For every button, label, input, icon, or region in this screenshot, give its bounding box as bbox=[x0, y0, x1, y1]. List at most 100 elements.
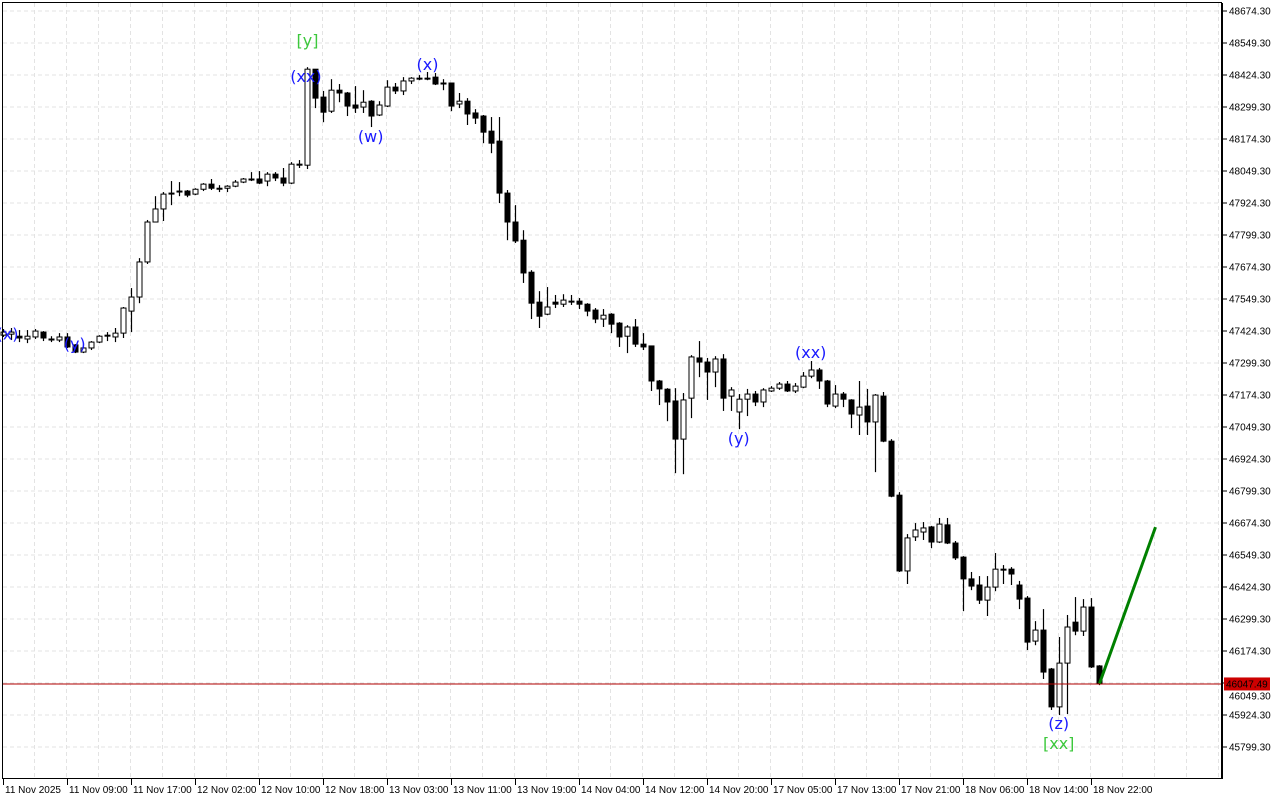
candle bbox=[704, 357, 711, 400]
wave-label: (x) bbox=[0, 324, 18, 343]
candle-body-bear bbox=[848, 399, 855, 415]
price-tick-label: 47174.30 bbox=[1229, 391, 1271, 402]
candle-body-bear bbox=[968, 578, 975, 587]
candle-body-bull bbox=[688, 356, 695, 399]
candle bbox=[440, 79, 447, 91]
candle bbox=[48, 336, 55, 343]
candle-body-bull bbox=[760, 389, 767, 403]
current-price-line: 46047.49 bbox=[3, 677, 1270, 691]
time-tick-label: 12 Nov 18:00 bbox=[325, 785, 385, 796]
candle-body-bear bbox=[504, 192, 511, 223]
price-tick-label: 47674.30 bbox=[1229, 263, 1271, 274]
candle bbox=[520, 230, 527, 283]
candle bbox=[736, 394, 743, 430]
candle-body-bull bbox=[200, 183, 207, 190]
time-axis: 11 Nov 2025 11 Nov 09:00 11 Nov 17:00 12 No… bbox=[3, 779, 1153, 796]
wave-label: (y) bbox=[728, 429, 750, 448]
candle-body-bear bbox=[608, 313, 615, 325]
candle bbox=[72, 344, 79, 354]
candle bbox=[1000, 565, 1007, 585]
candle-body-bull bbox=[120, 307, 127, 334]
candle bbox=[648, 345, 655, 391]
candle bbox=[856, 380, 863, 436]
candle-body-bull bbox=[216, 187, 223, 190]
time-tick-label: 11 Nov 09:00 bbox=[69, 785, 128, 796]
candle bbox=[608, 313, 615, 334]
candle bbox=[328, 79, 335, 113]
candle-body-bear bbox=[184, 190, 191, 196]
time-tick-label: 13 Nov 03:00 bbox=[389, 785, 449, 796]
candle-body-bull bbox=[48, 338, 55, 341]
candle bbox=[832, 385, 839, 409]
candle bbox=[128, 288, 135, 333]
candle bbox=[1008, 567, 1015, 586]
candle-body-bull bbox=[936, 523, 943, 543]
candle bbox=[424, 72, 431, 81]
candle-body-bull bbox=[624, 326, 631, 337]
time-tick-label: 13 Nov 19:00 bbox=[517, 785, 577, 796]
candle-body-bear bbox=[928, 526, 935, 543]
candle-body-bull bbox=[856, 406, 863, 416]
candle-body-bull bbox=[112, 332, 119, 338]
candle-body-bear bbox=[40, 331, 47, 339]
candle bbox=[1016, 580, 1023, 610]
candle-body-bear bbox=[312, 68, 319, 99]
candle bbox=[464, 98, 471, 125]
candle-body-bull bbox=[400, 80, 407, 92]
candle-body-bear bbox=[488, 130, 495, 144]
projection bbox=[1098, 526, 1157, 684]
candle bbox=[504, 190, 511, 241]
candle-body-bull bbox=[808, 369, 815, 377]
candle bbox=[688, 355, 695, 419]
candle-body-bull bbox=[328, 89, 335, 112]
current-price-label: 46047.49 bbox=[1226, 679, 1268, 690]
candle bbox=[880, 392, 887, 443]
candle-body-bull bbox=[168, 192, 175, 195]
candle-body-bull bbox=[152, 208, 159, 223]
candle-body-bear bbox=[840, 393, 847, 400]
grid bbox=[3, 3, 1222, 779]
candle bbox=[768, 386, 775, 393]
candle-body-bull bbox=[424, 77, 431, 80]
time-tick-label: 11 Nov 2025 bbox=[5, 785, 61, 796]
candle bbox=[720, 354, 727, 411]
candle bbox=[336, 84, 343, 103]
candle-body-bear bbox=[880, 395, 887, 442]
candle bbox=[944, 517, 951, 545]
candle bbox=[144, 219, 151, 265]
candle bbox=[32, 329, 39, 340]
candle-body-bear bbox=[1016, 584, 1023, 600]
candle bbox=[320, 90, 327, 123]
candle-body-bear bbox=[824, 380, 831, 405]
candle bbox=[400, 77, 407, 96]
candle bbox=[288, 162, 295, 185]
candle bbox=[104, 332, 111, 342]
candle bbox=[792, 383, 799, 394]
candle-body-bear bbox=[1024, 597, 1031, 643]
time-tick-label: 17 Nov 21:00 bbox=[901, 785, 961, 796]
candle-body-bull bbox=[912, 529, 919, 538]
candle-body-bull bbox=[904, 537, 911, 572]
candle-body-bear bbox=[528, 271, 535, 304]
candle bbox=[928, 525, 935, 549]
candle bbox=[696, 341, 703, 378]
candle-body-bull bbox=[872, 394, 879, 423]
candle-body-bull bbox=[360, 101, 367, 108]
candle bbox=[280, 168, 287, 187]
price-tick-label: 48549.30 bbox=[1229, 39, 1271, 50]
price-tick-label: 46299.30 bbox=[1229, 615, 1271, 626]
price-tick-label: 46924.30 bbox=[1229, 455, 1271, 466]
candle-body-bear bbox=[320, 96, 327, 113]
candle-body-bear bbox=[664, 388, 671, 403]
candle-body-bull bbox=[728, 389, 735, 397]
candle bbox=[912, 523, 919, 541]
wave-label: (xx) bbox=[290, 67, 321, 86]
candle bbox=[896, 492, 903, 572]
candle-body-bear bbox=[464, 100, 471, 115]
candle bbox=[864, 388, 871, 436]
candle bbox=[600, 309, 607, 327]
candle bbox=[344, 91, 351, 117]
candle-body-bull bbox=[376, 104, 383, 116]
candle bbox=[56, 333, 63, 343]
current-price-label-bg bbox=[1224, 677, 1270, 691]
